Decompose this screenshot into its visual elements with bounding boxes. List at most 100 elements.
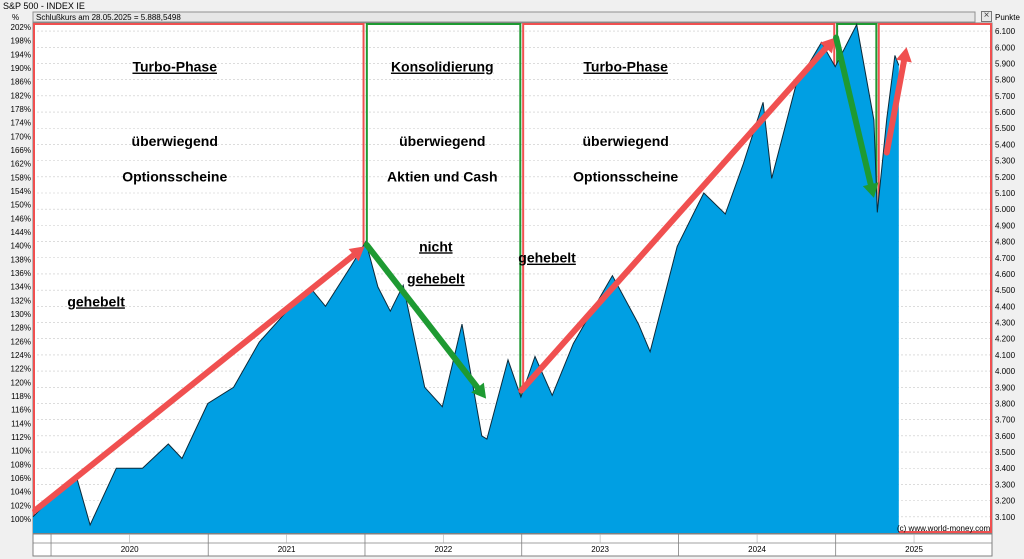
left-tick-label: 122% — [11, 365, 31, 374]
right-axis: 3.100 3.200 3.300 3.400 3.500 3.600 3.700 3.800… — [995, 27, 1016, 522]
right-tick-label: 4.300 — [995, 319, 1016, 328]
right-tick-label: 4.800 — [995, 238, 1016, 247]
right-tick-label: 3.300 — [995, 480, 1016, 489]
left-tick-label: 150% — [11, 201, 31, 210]
left-tick-label: 138% — [11, 255, 31, 264]
left-tick-label: 116% — [11, 406, 31, 415]
left-tick-label: 158% — [11, 173, 31, 182]
right-tick-label: 5.100 — [995, 189, 1016, 198]
right-tick-label: 5.000 — [995, 205, 1016, 214]
credit: (c) www.world-money.com — [897, 524, 991, 533]
red-arrow-head — [819, 37, 836, 54]
left-tick-label: 198% — [11, 37, 31, 46]
year-label: 2024 — [748, 545, 766, 554]
annotation-text: gehebelt — [518, 250, 576, 266]
right-tick-label: 6.100 — [995, 27, 1016, 36]
year-label: 2021 — [278, 545, 296, 554]
left-tick-label: 162% — [11, 160, 31, 169]
annotation-text: Aktien und Cash — [387, 169, 497, 185]
right-tick-label: 4.100 — [995, 351, 1016, 360]
annotation-text: gehebelt — [67, 293, 125, 309]
right-tick-label: 3.900 — [995, 383, 1016, 392]
right-tick-label: 4.500 — [995, 286, 1016, 295]
price-area — [33, 24, 899, 533]
left-tick-label: 146% — [11, 214, 31, 223]
arrow-layer — [32, 34, 912, 514]
right-tick-label: 3.800 — [995, 399, 1016, 408]
subtitle-bar — [32, 11, 976, 23]
left-tick-label: 134% — [11, 283, 31, 292]
subtitle: Schlußkurs am 28.05.2025 = 5.888,5498 — [36, 13, 181, 22]
left-tick-label: 106% — [11, 474, 31, 483]
right-tick-label: 3.100 — [995, 513, 1016, 522]
left-tick-label: 178% — [11, 105, 31, 114]
annotation-text: Konsolidierung — [391, 59, 494, 75]
red-arrow-head — [896, 47, 912, 63]
year-label: 2022 — [434, 545, 452, 554]
left-tick-label: 130% — [11, 310, 31, 319]
year-label: 2020 — [121, 545, 139, 554]
left-tick-label: 136% — [11, 269, 31, 278]
left-tick-label: 166% — [11, 146, 31, 155]
left-tick-label: 174% — [11, 119, 31, 128]
annotation-text: überwiegend — [399, 133, 485, 149]
green-arrow-head — [862, 182, 879, 198]
right-tick-label: 3.400 — [995, 464, 1016, 473]
left-tick-label: 170% — [11, 132, 31, 141]
right-tick-label: 5.400 — [995, 140, 1016, 149]
left-tick-label: 126% — [11, 337, 31, 346]
green-arrow-head — [471, 382, 487, 399]
right-tick-label: 4.700 — [995, 254, 1016, 263]
left-tick-label: 124% — [11, 351, 31, 360]
right-tick-label: 3.200 — [995, 497, 1016, 506]
left-tick-label: 154% — [11, 187, 31, 196]
right-tick-label: 5.800 — [995, 76, 1016, 85]
right-tick-label: 6.000 — [995, 43, 1016, 52]
right-tick-label: 5.700 — [995, 92, 1016, 101]
left-tick-label: 120% — [11, 378, 31, 387]
left-tick-label: 132% — [11, 296, 31, 305]
green-arrow-shaft — [833, 34, 874, 188]
red-arrow-head — [348, 246, 365, 262]
annotation-text: Optionsscheine — [573, 169, 678, 185]
left-tick-label: 100% — [11, 515, 31, 524]
left-tick-label: 102% — [11, 501, 31, 510]
left-tick-label: 118% — [11, 392, 31, 401]
right-tick-label: 4.600 — [995, 270, 1016, 279]
left-tick-label: 190% — [11, 64, 31, 73]
left-tick-label: 112% — [11, 433, 31, 442]
red-arrow-shaft — [518, 45, 829, 394]
green-arrow-shaft — [363, 241, 481, 391]
annotation-text: Turbo-Phase — [583, 59, 668, 75]
right-tick-label: 5.600 — [995, 108, 1016, 117]
left-tick-label: 114% — [11, 419, 31, 428]
left-tick-label: 128% — [11, 324, 31, 333]
right-tick-label: 5.300 — [995, 157, 1016, 166]
annotation-text: überwiegend — [582, 133, 668, 149]
annotation-layer: Turbo-Phase überwiegend Optionsscheine gehe… — [67, 59, 678, 310]
left-tick-label: 202% — [11, 23, 31, 32]
year-label: 2025 — [905, 545, 923, 554]
right-tick-label: 5.500 — [995, 124, 1016, 133]
annotation-text: überwiegend — [132, 133, 218, 149]
left-tick-label: 140% — [11, 242, 31, 251]
year-axis-band — [32, 533, 993, 557]
right-tick-label: 4.900 — [995, 221, 1016, 230]
year-label: 2023 — [591, 545, 609, 554]
right-tick-label: 4.400 — [995, 302, 1016, 311]
close-icon[interactable]: × — [981, 11, 992, 22]
left-tick-label: 194% — [11, 50, 31, 59]
right-tick-label: 3.500 — [995, 448, 1016, 457]
right-tick-label: 3.700 — [995, 416, 1016, 425]
right-tick-label: 4.200 — [995, 335, 1016, 344]
right-tick-label: 4.000 — [995, 367, 1016, 376]
left-tick-label: 104% — [11, 488, 31, 497]
left-tick-label: 110% — [11, 447, 31, 456]
red-arrow-shaft — [883, 58, 907, 156]
annotation-text: gehebelt — [407, 271, 465, 287]
right-tick-label: 5.900 — [995, 59, 1016, 68]
annotation-text: nicht — [419, 238, 453, 254]
red-arrow-shaft — [32, 252, 357, 514]
x-axis: 2020 2021 2022 2023 2024 2025 — [32, 533, 993, 557]
